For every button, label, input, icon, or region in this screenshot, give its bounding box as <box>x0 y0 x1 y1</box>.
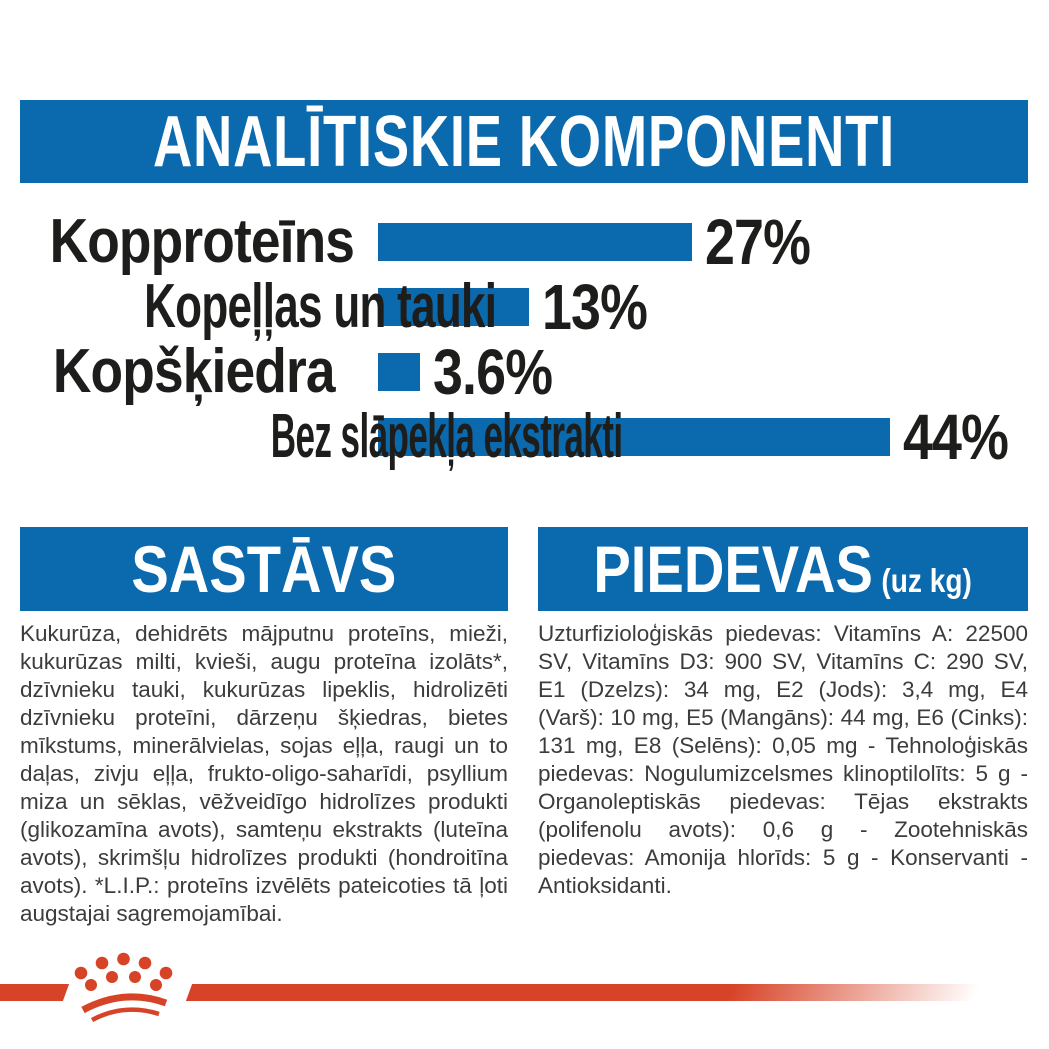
analytical-components-chart: Kopproteīns 27% Kopeļļas un tauki 13% Ko… <box>0 206 1049 473</box>
royal-canin-crown-icon <box>74 952 173 1022</box>
analytical-components-title: ANALĪTISKIE KOMPONENTI <box>152 101 895 182</box>
chart-value-label: 44% <box>903 400 1009 473</box>
chart-category-label: Bez slāpekļa ekstrakti <box>270 402 623 471</box>
chart-category-label: Kopproteīns <box>49 207 355 276</box>
chart-row: Kopeļļas un tauki 13% <box>0 271 1049 343</box>
chart-row: Kopproteīns 27% <box>0 206 1049 278</box>
additives-header: PIEDEVAS (uz kg) <box>538 527 1028 611</box>
chart-row: Bez slāpekļa ekstrakti 44% <box>0 401 1049 473</box>
chart-value-label: 3.6% <box>433 335 553 408</box>
chart-category-cell: Kopeļļas un tauki <box>0 271 497 342</box>
chart-bar <box>378 287 529 326</box>
chart-value-cell: 44% <box>903 400 1028 474</box>
analytical-components-header: ANALĪTISKIE KOMPONENTI <box>20 100 1028 183</box>
additives-unit-suffix: (uz kg) <box>881 562 973 599</box>
chart-row: Kopšķiedra 3.6% <box>0 336 1049 408</box>
chart-category-cell: Kopšķiedra <box>0 336 378 407</box>
chart-value-label: 13% <box>542 270 648 343</box>
brand-line-right-segment <box>185 984 989 1001</box>
chart-category-label: Kopšķiedra <box>53 337 336 406</box>
brand-line-left-segment <box>0 984 70 1001</box>
chart-category-label: Kopeļļas un tauki <box>144 272 497 341</box>
chart-value-cell: 3.6% <box>433 335 575 409</box>
chart-bar <box>378 417 890 456</box>
chart-bar <box>378 222 692 261</box>
additives-title: PIEDEVAS <box>593 532 874 606</box>
chart-bar <box>378 352 420 391</box>
chart-category-cell: Bez slāpekļa ekstrakti <box>0 401 623 472</box>
chart-value-cell: 13% <box>542 270 667 344</box>
composition-title: SASTĀVS <box>131 532 397 606</box>
additives-body-text: Uzturfizioloģiskās piedevas: Vitamīns A:… <box>538 621 1028 898</box>
composition-header: SASTĀVS <box>20 527 508 611</box>
chart-value-label: 27% <box>705 205 811 278</box>
chart-value-cell: 27% <box>705 205 830 279</box>
chart-category-cell: Kopproteīns <box>0 206 378 277</box>
composition-body-text: Kukurūza, dehidrēts mājputnu proteīns, m… <box>20 621 508 926</box>
additives-title-group: PIEDEVAS (uz kg) <box>594 531 972 607</box>
